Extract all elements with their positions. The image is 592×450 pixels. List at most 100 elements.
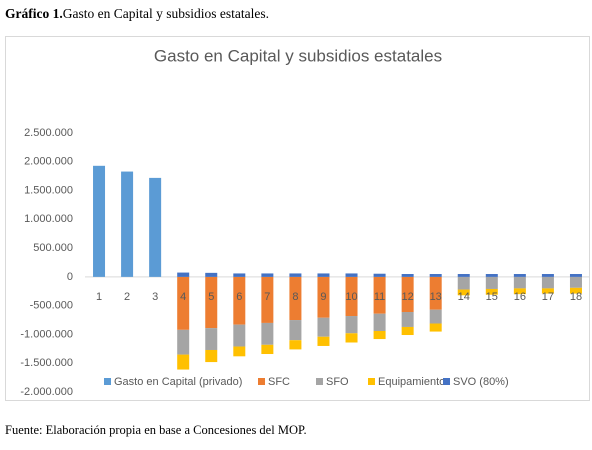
bar xyxy=(541,288,554,294)
bar xyxy=(485,276,498,289)
legend-swatch xyxy=(316,378,323,385)
bar xyxy=(569,287,582,294)
bar xyxy=(429,323,442,332)
bar xyxy=(457,289,470,296)
x-tick-label: 18 xyxy=(570,291,582,303)
bar xyxy=(289,276,302,321)
bar xyxy=(177,272,190,277)
bar xyxy=(485,288,498,295)
source: Fuente: Elaboración propia en base a Con… xyxy=(5,423,307,437)
x-tick-label: 2 xyxy=(124,291,130,303)
bar xyxy=(261,322,274,345)
y-tick-label: 2.000.000 xyxy=(24,156,73,168)
bar xyxy=(289,273,302,277)
legend-label: SVO (80%) xyxy=(453,376,509,388)
x-tick-label: 14 xyxy=(458,291,470,303)
x-tick-label: 8 xyxy=(292,291,298,303)
legend-label: Equipamiento xyxy=(378,376,445,388)
bar xyxy=(93,165,106,277)
bar xyxy=(233,324,246,347)
bar xyxy=(121,171,134,277)
y-tick-label: 2.500.000 xyxy=(24,127,73,139)
bar xyxy=(177,354,190,370)
bar xyxy=(345,316,358,334)
legend-label: SFO xyxy=(326,376,349,388)
bar xyxy=(261,344,274,355)
bar xyxy=(345,276,358,317)
bar xyxy=(205,328,218,350)
y-tick-label: 500.000 xyxy=(33,242,73,254)
legend-swatch xyxy=(258,378,265,385)
bar xyxy=(261,276,274,323)
bar xyxy=(373,330,386,340)
x-tick-label: 3 xyxy=(152,291,158,303)
x-tick-label: 13 xyxy=(430,291,442,303)
bar xyxy=(205,276,218,329)
legend-swatch xyxy=(368,378,375,385)
bar xyxy=(429,309,442,324)
bar xyxy=(373,273,386,277)
bar xyxy=(205,349,218,363)
y-tick-label: 0 xyxy=(67,271,73,283)
legend-label: Gasto en Capital (privado) xyxy=(114,376,242,388)
bar xyxy=(317,276,330,318)
bar xyxy=(205,272,218,277)
legend-swatch xyxy=(443,378,450,385)
bar xyxy=(317,273,330,277)
x-tick-label: 17 xyxy=(542,291,554,303)
bar xyxy=(233,276,246,325)
bar xyxy=(289,320,302,341)
x-tick-label: 6 xyxy=(236,291,242,303)
x-tick-label: 15 xyxy=(486,291,498,303)
bar xyxy=(233,346,246,357)
y-tick-label: -500.000 xyxy=(30,300,73,312)
bar xyxy=(457,276,470,290)
bar xyxy=(429,274,442,277)
bar xyxy=(401,311,414,327)
bar xyxy=(569,276,582,288)
bar xyxy=(261,273,274,277)
bar xyxy=(373,276,386,314)
x-tick-label: 7 xyxy=(264,291,270,303)
bar xyxy=(569,274,582,277)
bar xyxy=(233,273,246,277)
bar xyxy=(289,340,302,350)
bar xyxy=(317,336,330,346)
y-tick-label: -1.000.000 xyxy=(20,328,73,340)
y-tick-label: -2.000.000 xyxy=(20,386,73,398)
y-tick-label: 1.500.000 xyxy=(24,184,73,196)
bar xyxy=(177,329,190,355)
bar xyxy=(401,276,414,312)
bar xyxy=(373,313,386,331)
bar xyxy=(149,177,162,277)
caption-text: Gasto en Capital y subsidios estatales. xyxy=(63,6,269,21)
bar xyxy=(317,317,330,337)
x-tick-label: 4 xyxy=(180,291,186,303)
y-tick-label: -1.500.000 xyxy=(20,357,73,369)
bar xyxy=(513,274,526,277)
legend-label: SFC xyxy=(268,376,290,388)
bar xyxy=(401,274,414,277)
bar xyxy=(345,333,358,343)
legend-swatch xyxy=(104,378,111,385)
caption: Gráfico 1.Gasto en Capital y subsidios e… xyxy=(5,6,269,21)
bar xyxy=(541,274,554,277)
x-tick-label: 16 xyxy=(514,291,526,303)
chart-title: Gasto en Capital y subsidios estatales xyxy=(154,46,442,65)
bar xyxy=(457,274,470,277)
x-tick-label: 5 xyxy=(208,291,214,303)
x-tick-label: 1 xyxy=(96,291,102,303)
bar xyxy=(345,273,358,277)
y-tick-label: 1.000.000 xyxy=(24,213,73,225)
bar xyxy=(429,276,442,310)
bar xyxy=(513,276,526,289)
bar xyxy=(177,276,190,330)
bar xyxy=(485,274,498,277)
bar xyxy=(401,326,414,336)
x-tick-label: 12 xyxy=(402,291,414,303)
x-tick-label: 10 xyxy=(345,291,357,303)
caption-label: Gráfico 1. xyxy=(5,6,63,21)
bar xyxy=(513,288,526,295)
bar xyxy=(541,276,554,289)
